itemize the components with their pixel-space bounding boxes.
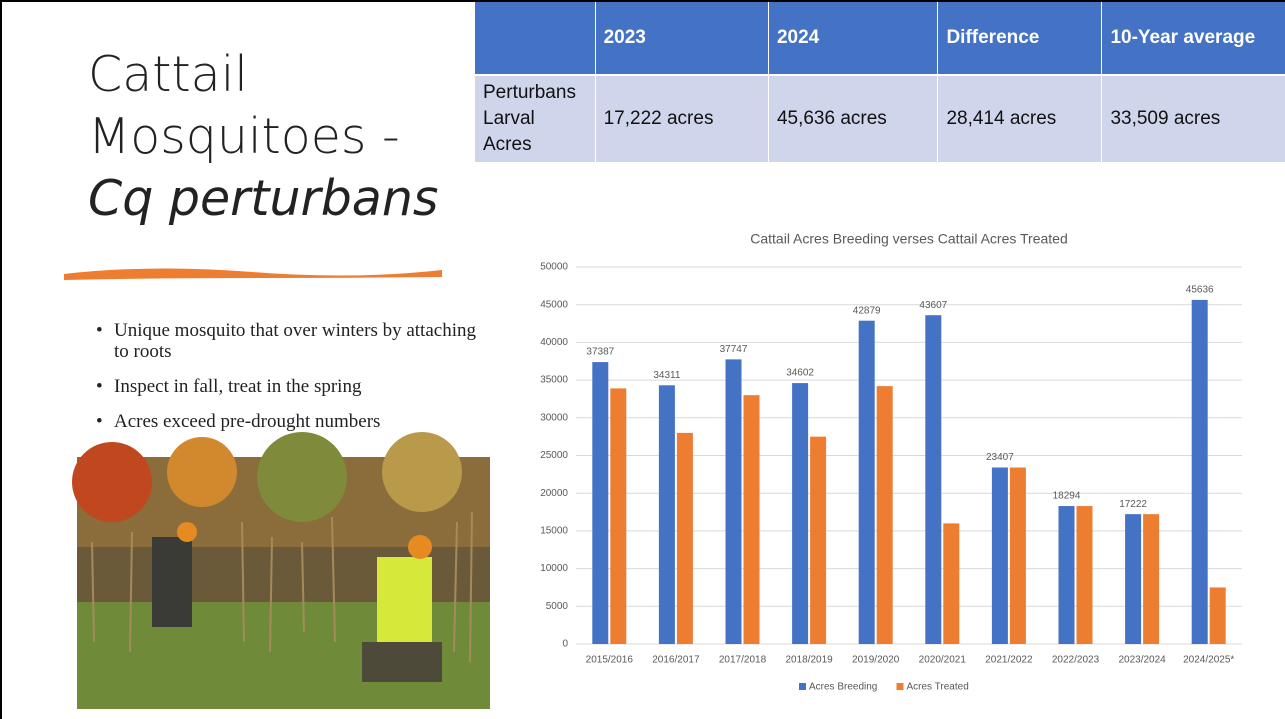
value-label: 43607	[919, 300, 947, 311]
bar	[725, 359, 742, 644]
y-tick-label: 15000	[540, 526, 568, 537]
title-main: Cattail Mosquitoes -	[88, 46, 400, 165]
bar	[991, 467, 1008, 644]
bar	[1076, 506, 1093, 644]
value-label: 23407	[986, 452, 1014, 463]
cell: 17,222 acres	[594, 74, 769, 162]
x-tick-label: 2021/2022	[985, 655, 1033, 666]
bar	[925, 315, 942, 644]
x-tick-label: 2019/2020	[852, 655, 900, 666]
y-tick-label: 40000	[540, 337, 568, 348]
x-tick-label: 2018/2019	[785, 655, 833, 666]
header-cell: 2023	[594, 2, 769, 75]
bar	[792, 383, 809, 644]
bullet: Unique mosquito that over winters by att…	[96, 320, 494, 362]
y-tick-label: 10000	[540, 563, 568, 574]
bar	[876, 386, 893, 644]
y-tick-label: 50000	[540, 262, 568, 273]
bar	[1143, 514, 1160, 644]
bar	[610, 388, 627, 644]
value-label: 34602	[786, 368, 814, 379]
bar	[1125, 514, 1142, 644]
header-cell: 2024	[767, 2, 938, 75]
header-cell	[474, 2, 596, 75]
x-tick-label: 2017/2018	[719, 655, 767, 666]
x-tick-label: 2015/2016	[586, 655, 634, 666]
value-label: 34311	[653, 370, 681, 381]
title-italic: Cq perturbans	[88, 170, 439, 227]
cell: 28,414 acres	[937, 74, 1102, 162]
value-label: 17222	[1119, 499, 1147, 510]
legend-label: Acres Treated	[907, 682, 969, 693]
legend-label: Acres Breeding	[809, 682, 877, 693]
x-tick-label: 2023/2024	[1118, 655, 1166, 666]
x-tick-label: 2016/2017	[652, 655, 700, 666]
y-tick-label: 0	[562, 639, 568, 650]
y-tick-label: 35000	[540, 375, 568, 386]
bar	[858, 320, 875, 644]
value-label: 42879	[853, 305, 881, 316]
value-label: 37747	[720, 344, 748, 355]
row-label: Perturbans Larval Acres	[474, 74, 596, 162]
data-table: 2023 2024 Difference 10-Year average Per…	[474, 2, 1285, 162]
bar	[1209, 587, 1226, 644]
bar	[743, 395, 760, 644]
bullet-list: Unique mosquito that over winters by att…	[96, 320, 494, 446]
bar	[1191, 299, 1208, 644]
chart-title: Cattail Acres Breeding verses Cattail Ac…	[750, 231, 1067, 247]
x-tick-label: 2020/2021	[919, 655, 967, 666]
bar	[658, 385, 675, 644]
bar	[1058, 506, 1075, 644]
bullet: Acres exceed pre-drought numbers	[96, 411, 494, 432]
y-tick-label: 45000	[540, 299, 568, 310]
y-tick-label: 5000	[546, 601, 569, 612]
bar	[943, 523, 960, 644]
header-cell: 10-Year average	[1101, 2, 1285, 75]
legend-swatch	[799, 683, 806, 690]
bar	[810, 436, 827, 644]
x-tick-label: 2022/2023	[1052, 655, 1100, 666]
value-label: 37387	[586, 347, 614, 358]
legend-swatch	[896, 683, 904, 690]
value-label: 18294	[1053, 491, 1081, 502]
bullet: Inspect in fall, treat in the spring	[96, 376, 494, 397]
title-underline	[64, 268, 442, 280]
y-tick-label: 30000	[540, 412, 568, 423]
y-tick-label: 25000	[540, 450, 568, 461]
value-label: 45636	[1186, 285, 1214, 296]
bar	[1009, 467, 1026, 644]
slide-title: Cattail Mosquitoes - Cq perturbans	[88, 44, 468, 230]
x-tick-label: 2024/2025*	[1183, 655, 1234, 666]
bar	[592, 362, 609, 644]
header-cell: Difference	[937, 2, 1102, 75]
bar	[676, 432, 693, 644]
cell: 33,509 acres	[1101, 74, 1285, 162]
cell: 45,636 acres	[767, 74, 938, 162]
y-tick-label: 20000	[540, 488, 568, 499]
photo	[72, 432, 490, 709]
